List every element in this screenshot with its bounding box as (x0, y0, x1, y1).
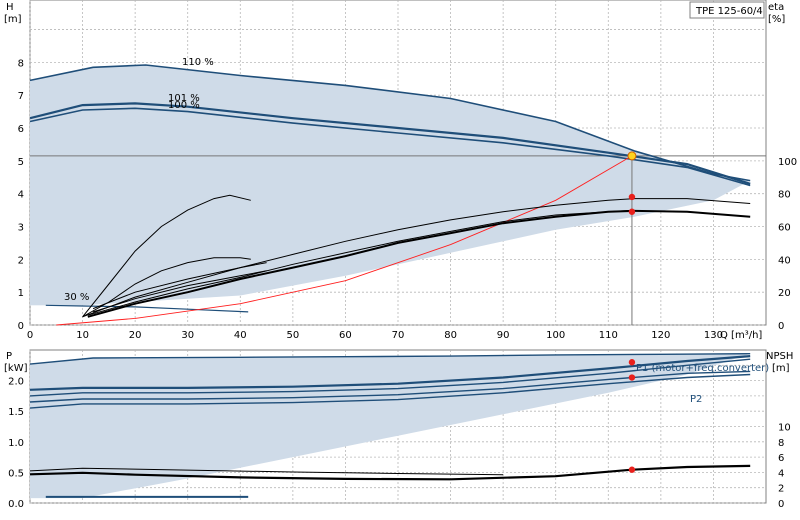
y-tick-left: 2 (18, 255, 24, 266)
x-tick: 60 (339, 330, 352, 341)
series-line (29, 102, 751, 185)
eta-axis-label: eta (768, 2, 784, 13)
x-tick: 110 (599, 330, 618, 341)
curve-label-101: 101 % (168, 93, 200, 104)
y-tick-left: 0.0 (8, 499, 24, 510)
y-tick-left: 0.5 (8, 468, 24, 479)
y-tick-right: 100 (778, 157, 797, 168)
curve-label-100: 100 % (168, 100, 200, 111)
operating-point-marker (627, 151, 637, 161)
power-axis-label: P (6, 351, 12, 362)
x-tick: 30 (181, 330, 194, 341)
series-line (29, 353, 751, 365)
p1-label: P1 (motor+freq.converter) (636, 363, 769, 374)
y-tick-left: 5 (18, 157, 24, 168)
x-tick: 70 (392, 330, 405, 341)
series-line (29, 370, 751, 403)
power-marker (628, 466, 636, 473)
series-line (29, 467, 504, 476)
x-tick: 10 (76, 330, 89, 341)
curve-label-110: 110 % (182, 57, 214, 68)
curve-label-30: 30 % (64, 292, 89, 303)
y-tick-left: 2.0 (8, 377, 24, 388)
flow-axis-label: Q [m³/h] (720, 330, 762, 341)
series-line (82, 257, 251, 318)
y-tick-right: 20 (778, 288, 791, 299)
y-tick-left: 3 (18, 223, 24, 234)
power-chart-panel: 0.0 0.5 1.0 1.5 2.0 0 2 4 6 8 10 (8, 349, 791, 510)
x-tick: 90 (497, 330, 510, 341)
power-axis-unit: [kW] (4, 363, 28, 374)
series-line (29, 464, 751, 481)
y-tick-left: 6 (18, 124, 24, 135)
x-tick: 20 (129, 330, 142, 341)
y-tick-left: 0 (18, 321, 24, 332)
y-tick-right: 10 (778, 423, 791, 434)
series-line (92, 270, 267, 313)
series-line (29, 358, 751, 397)
y-tick-left: 1.5 (8, 407, 24, 418)
chart-title: TPE 125-60/4 (695, 6, 763, 17)
y-tick-right: 8 (778, 438, 784, 449)
y-tick-left: 7 (18, 91, 24, 102)
series-line (29, 355, 751, 391)
series-line (29, 373, 751, 409)
series-line (45, 304, 249, 313)
y-tick-right: 80 (778, 190, 791, 201)
eta-axis-unit: [%] (768, 14, 785, 25)
efficiency-marker (628, 193, 636, 201)
series-line (82, 194, 251, 318)
x-tick: 120 (651, 330, 670, 341)
operating-range-area (30, 353, 751, 499)
npsh-axis-unit: [m] (772, 363, 790, 374)
power-marker (628, 359, 636, 366)
y-tick-left: 4 (18, 190, 24, 201)
npsh-axis-label: NPSH (766, 351, 793, 362)
y-tick-right: 0 (778, 499, 784, 510)
y-tick-right: 6 (778, 453, 784, 464)
y-tick-right: 60 (778, 223, 791, 234)
head-axis-unit: [m] (4, 14, 22, 25)
x-tick: 50 (286, 330, 299, 341)
y-tick-right: 2 (778, 484, 784, 495)
y-tick-left: 8 (18, 58, 24, 69)
series-line (29, 107, 751, 187)
x-tick: 100 (546, 330, 565, 341)
y-tick-right: 4 (778, 468, 784, 479)
y-tick-right: 40 (778, 255, 791, 266)
chart-title-box (689, 1, 765, 19)
series-line (56, 155, 633, 326)
y-tick-right: 0 (778, 321, 784, 332)
x-tick: 40 (234, 330, 247, 341)
y-tick-left: 1.0 (8, 438, 24, 449)
head-axis-label: H (6, 2, 14, 13)
y-tick-left: 1 (18, 288, 24, 299)
power-marker (628, 374, 636, 381)
p2-label: P2 (690, 394, 702, 405)
x-tick: 0 (27, 330, 33, 341)
x-tick: 130 (704, 330, 723, 341)
series-line (87, 209, 635, 316)
x-tick: 80 (444, 330, 457, 341)
operating-range-area (30, 65, 751, 306)
efficiency-marker (628, 208, 636, 215)
series-line (92, 262, 267, 310)
